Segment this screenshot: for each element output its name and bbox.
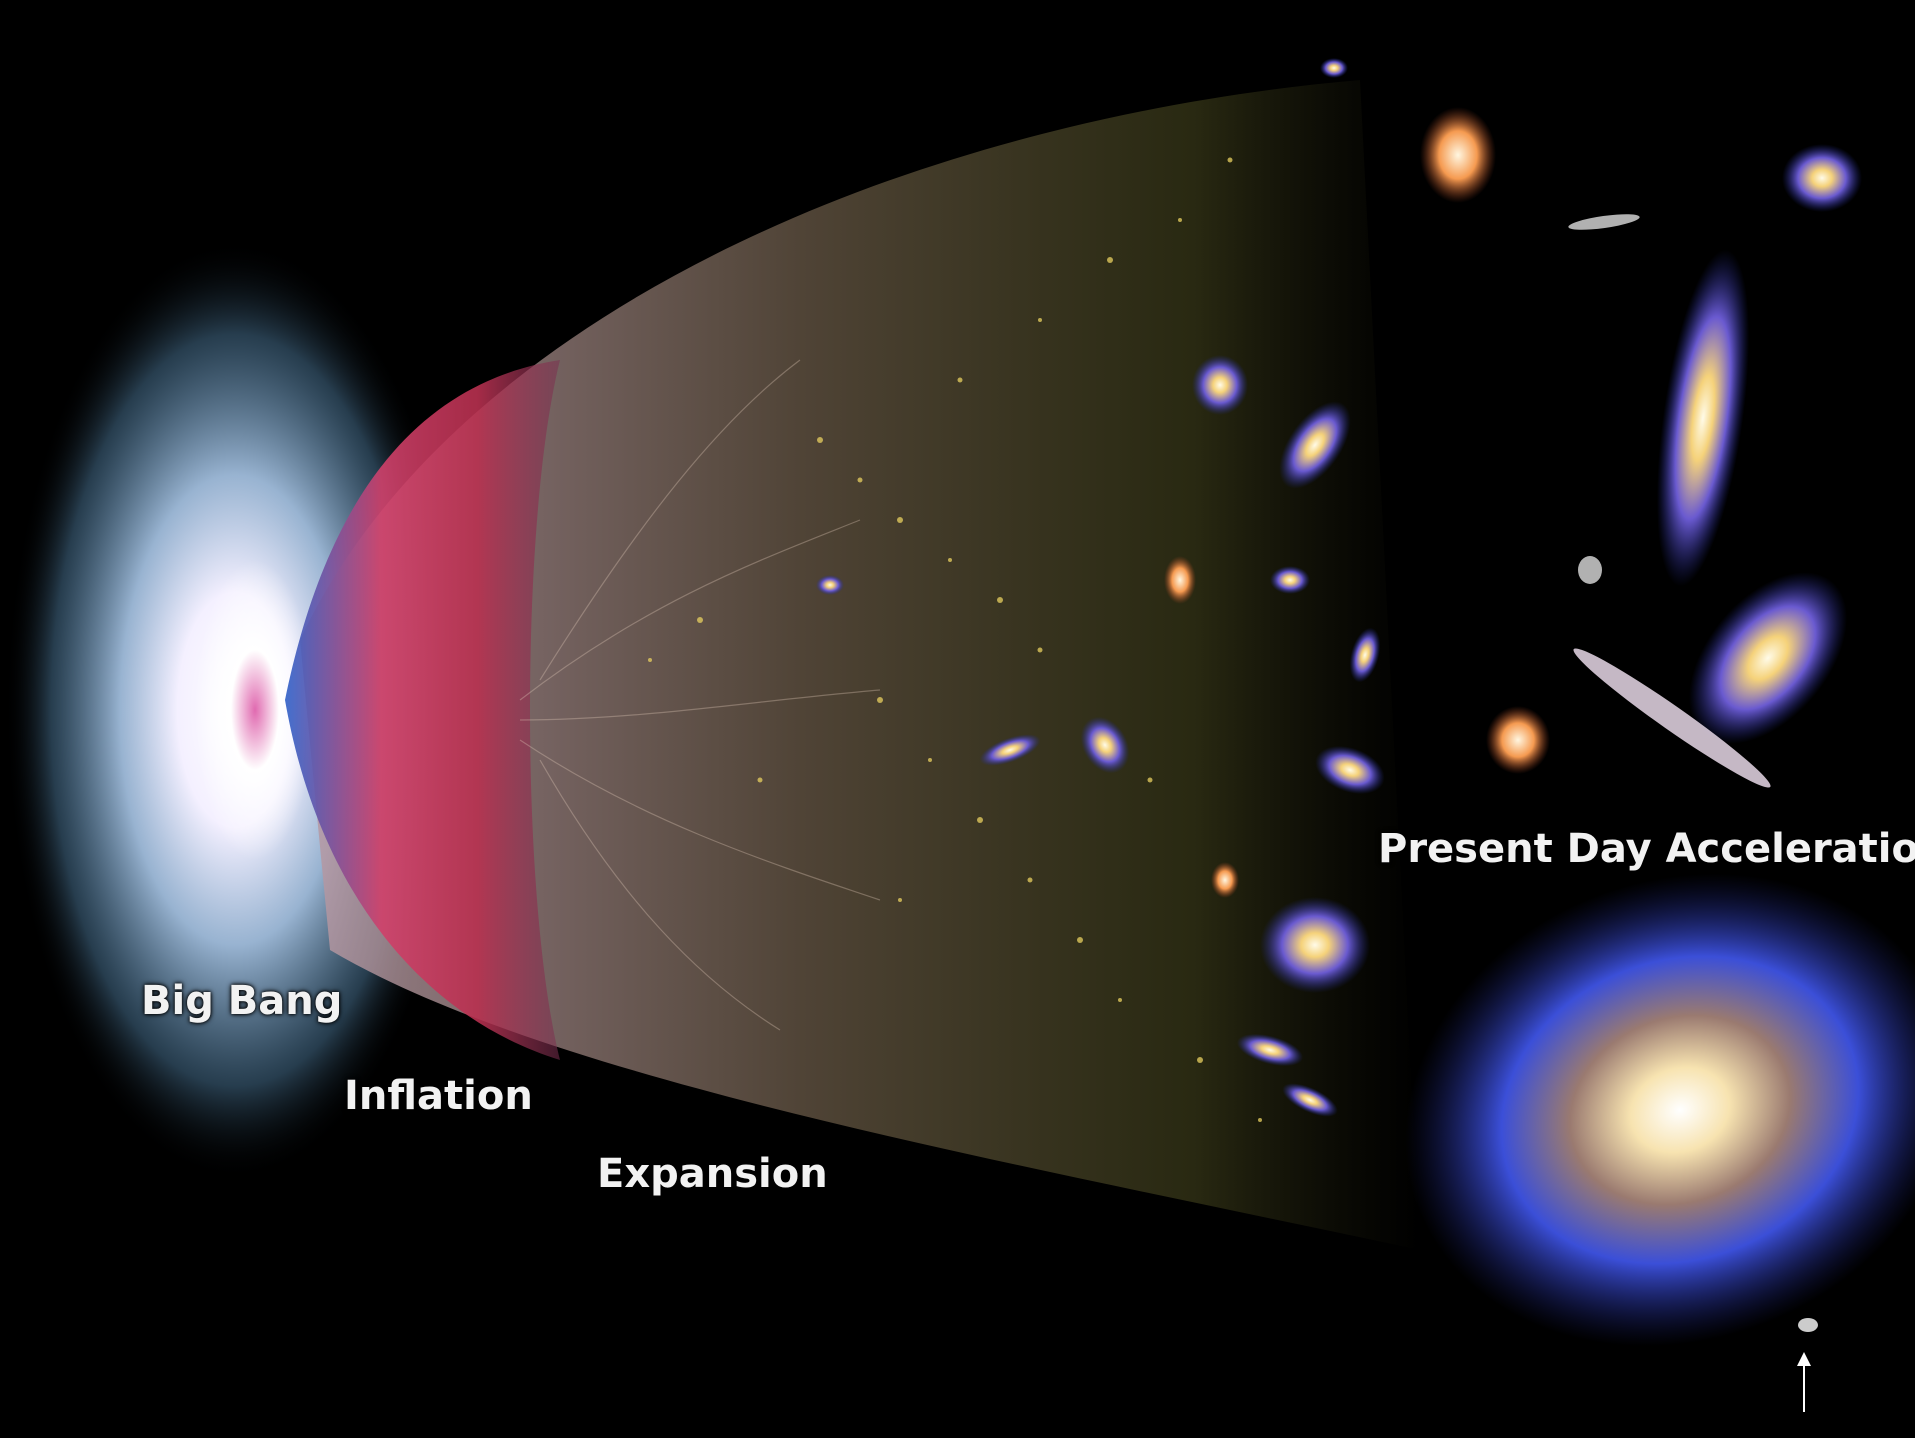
expansion-cone [300,80,1420,1250]
big-bang-core [195,560,315,860]
present-day-galaxies [1320,58,1915,1347]
present-day-acceleration-label: Present Day Acceleration [1378,826,1915,872]
big-bang-label: Big Bang [141,978,343,1024]
up-arrow-icon [1797,1352,1811,1412]
early-galaxy-field [648,157,1262,1122]
inflation-label: Inflation [344,1073,533,1119]
expansion-label: Expansion [597,1151,828,1197]
cosmic-filaments [519,359,881,1031]
inflation-region [285,360,560,1060]
mid-galaxies [816,355,1385,1117]
